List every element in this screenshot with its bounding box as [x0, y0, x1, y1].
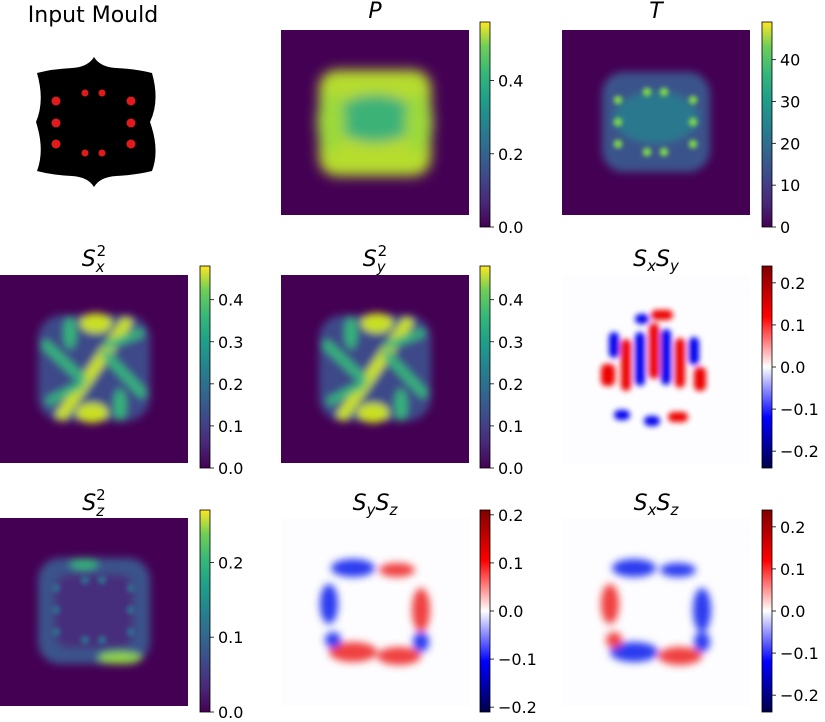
heatmap-field — [317, 70, 433, 176]
mould-inlet — [126, 139, 136, 149]
heatmap-image — [562, 518, 750, 706]
panel-title: SySz — [353, 491, 399, 519]
colorbar-tick-label: 0.0 — [218, 703, 243, 722]
colorbar-tick-label: 0 — [780, 218, 790, 237]
heatmap-background — [281, 518, 469, 706]
colorbar-tick-label: 0.1 — [780, 560, 805, 579]
colorbar-tick-label: 0.2 — [498, 506, 523, 525]
colorbar-tick-label: 0.2 — [218, 553, 243, 572]
colorbar-tick-label: 0.2 — [498, 145, 523, 164]
mould-inlet — [51, 96, 61, 106]
mould-inlet — [51, 118, 61, 128]
colorbar-tick-label: −0.1 — [780, 644, 819, 663]
mould-inlet — [126, 118, 136, 128]
colorbar-tick-label: 10 — [780, 176, 800, 195]
mould-inlet — [98, 149, 106, 157]
mould-inlet — [81, 89, 89, 97]
mould-inlets — [51, 89, 136, 157]
heatmap-image — [281, 518, 469, 706]
colorbar-tick-label: −0.2 — [498, 698, 537, 717]
heatmap-field — [38, 558, 150, 664]
panel-title: SxSz — [634, 491, 680, 519]
colorbar — [199, 509, 211, 713]
colorbar-tick-label: 0.1 — [218, 628, 243, 647]
colorbar — [479, 21, 491, 228]
colorbar-tick-label: 0.0 — [218, 459, 243, 478]
mould-shape — [36, 57, 156, 187]
colorbar — [199, 265, 211, 469]
colorbar-tick-label: −0.1 — [498, 650, 537, 669]
colorbar-tick-label: 0.3 — [218, 333, 243, 352]
mould-inlet — [126, 96, 136, 106]
colorbar-tick-label: 0.2 — [498, 375, 523, 394]
colorbar-tick-label: 0.1 — [498, 554, 523, 573]
colorbar-tick-label: 0.3 — [498, 333, 523, 352]
colorbar — [479, 509, 491, 713]
heatmap-panel-sxsz: SxSz 0.2 0.1 0.0 −0.1 −0.2 — [562, 491, 819, 713]
heatmap-image — [0, 518, 188, 706]
mould-inlet — [81, 149, 89, 157]
panel-title: Sy2 — [363, 242, 387, 276]
colorbar-tick-label: 40 — [780, 51, 800, 70]
heatmap-field — [602, 72, 710, 172]
colorbar — [479, 265, 491, 469]
colorbar — [761, 265, 773, 469]
heatmap-field — [601, 559, 711, 665]
panel-title: T — [649, 0, 664, 24]
heatmap-field — [51, 575, 136, 645]
colorbar-tick-label: 0.4 — [498, 72, 523, 91]
mould-panel: Input Mould — [28, 3, 158, 187]
colorbar-tick-label: 0.2 — [218, 375, 243, 394]
mould-inlet — [98, 89, 106, 97]
colorbar-tick-label: 0.0 — [780, 358, 805, 377]
panel-title: Sx2 — [82, 242, 106, 276]
colorbar-tick-label: 20 — [780, 134, 800, 153]
mould-inlet — [51, 139, 61, 149]
heatmap-field — [601, 310, 706, 426]
colorbar-tick-label: 0.2 — [780, 518, 805, 537]
colorbar — [761, 509, 773, 713]
panel-title: SxSy — [633, 247, 680, 275]
colorbar-tick-label: 0.4 — [498, 291, 523, 310]
colorbar — [761, 21, 773, 228]
mould-title: Input Mould — [28, 3, 158, 28]
heatmap-field — [319, 313, 431, 423]
heatmap-image — [281, 30, 469, 215]
heatmap-image — [562, 275, 750, 463]
colorbar-tick-label: 0.1 — [218, 417, 243, 436]
heatmap-panel-sy2: Sy2 0.0 0.1 0.2 0.3 0.4 — [281, 242, 523, 478]
heatmap-panel-sz2: Sz2 0.0 0.1 0.2 — [0, 486, 243, 722]
heatmap-image — [281, 275, 469, 463]
heatmap-field — [38, 313, 150, 423]
colorbar-tick-label: 0.0 — [498, 459, 523, 478]
colorbar-tick-label: 0.0 — [498, 602, 523, 621]
heatmap-panel-sxsy: SxSy 0.2 0.1 0.0 −0.1 −0.2 — [562, 247, 819, 469]
heatmap-panel-p: P 0.0 0.2 0.4 — [281, 0, 523, 237]
heatmap-image — [0, 275, 188, 463]
heatmap-background — [562, 518, 750, 706]
colorbar-tick-label: 0.0 — [780, 602, 805, 621]
heatmap-image — [562, 30, 750, 215]
colorbar-tick-label: 0.0 — [498, 218, 523, 237]
colorbar-tick-label: 0.1 — [498, 417, 523, 436]
colorbar-tick-label: −0.2 — [780, 686, 819, 705]
heatmap-field — [613, 87, 698, 157]
panel-title: Sz2 — [82, 486, 105, 520]
colorbar-tick-label: −0.1 — [780, 400, 819, 419]
heatmap-panel-t: T 0 10 20 30 40 — [562, 0, 800, 237]
colorbar-tick-label: 0.2 — [780, 274, 805, 293]
heatmap-panel-sx2: Sx2 0.0 0.1 0.2 0.3 0.4 — [0, 242, 243, 478]
colorbar-tick-label: −0.2 — [780, 442, 819, 461]
heatmap-panel-sysz: SySz 0.2 0.1 0.0 −0.1 −0.2 — [281, 491, 537, 717]
heatmap-field — [320, 559, 430, 665]
colorbar-tick-label: 0.1 — [780, 316, 805, 335]
colorbar-tick-label: 0.4 — [218, 291, 243, 310]
colorbar-tick-label: 30 — [780, 92, 800, 111]
panel-title: P — [368, 0, 382, 24]
